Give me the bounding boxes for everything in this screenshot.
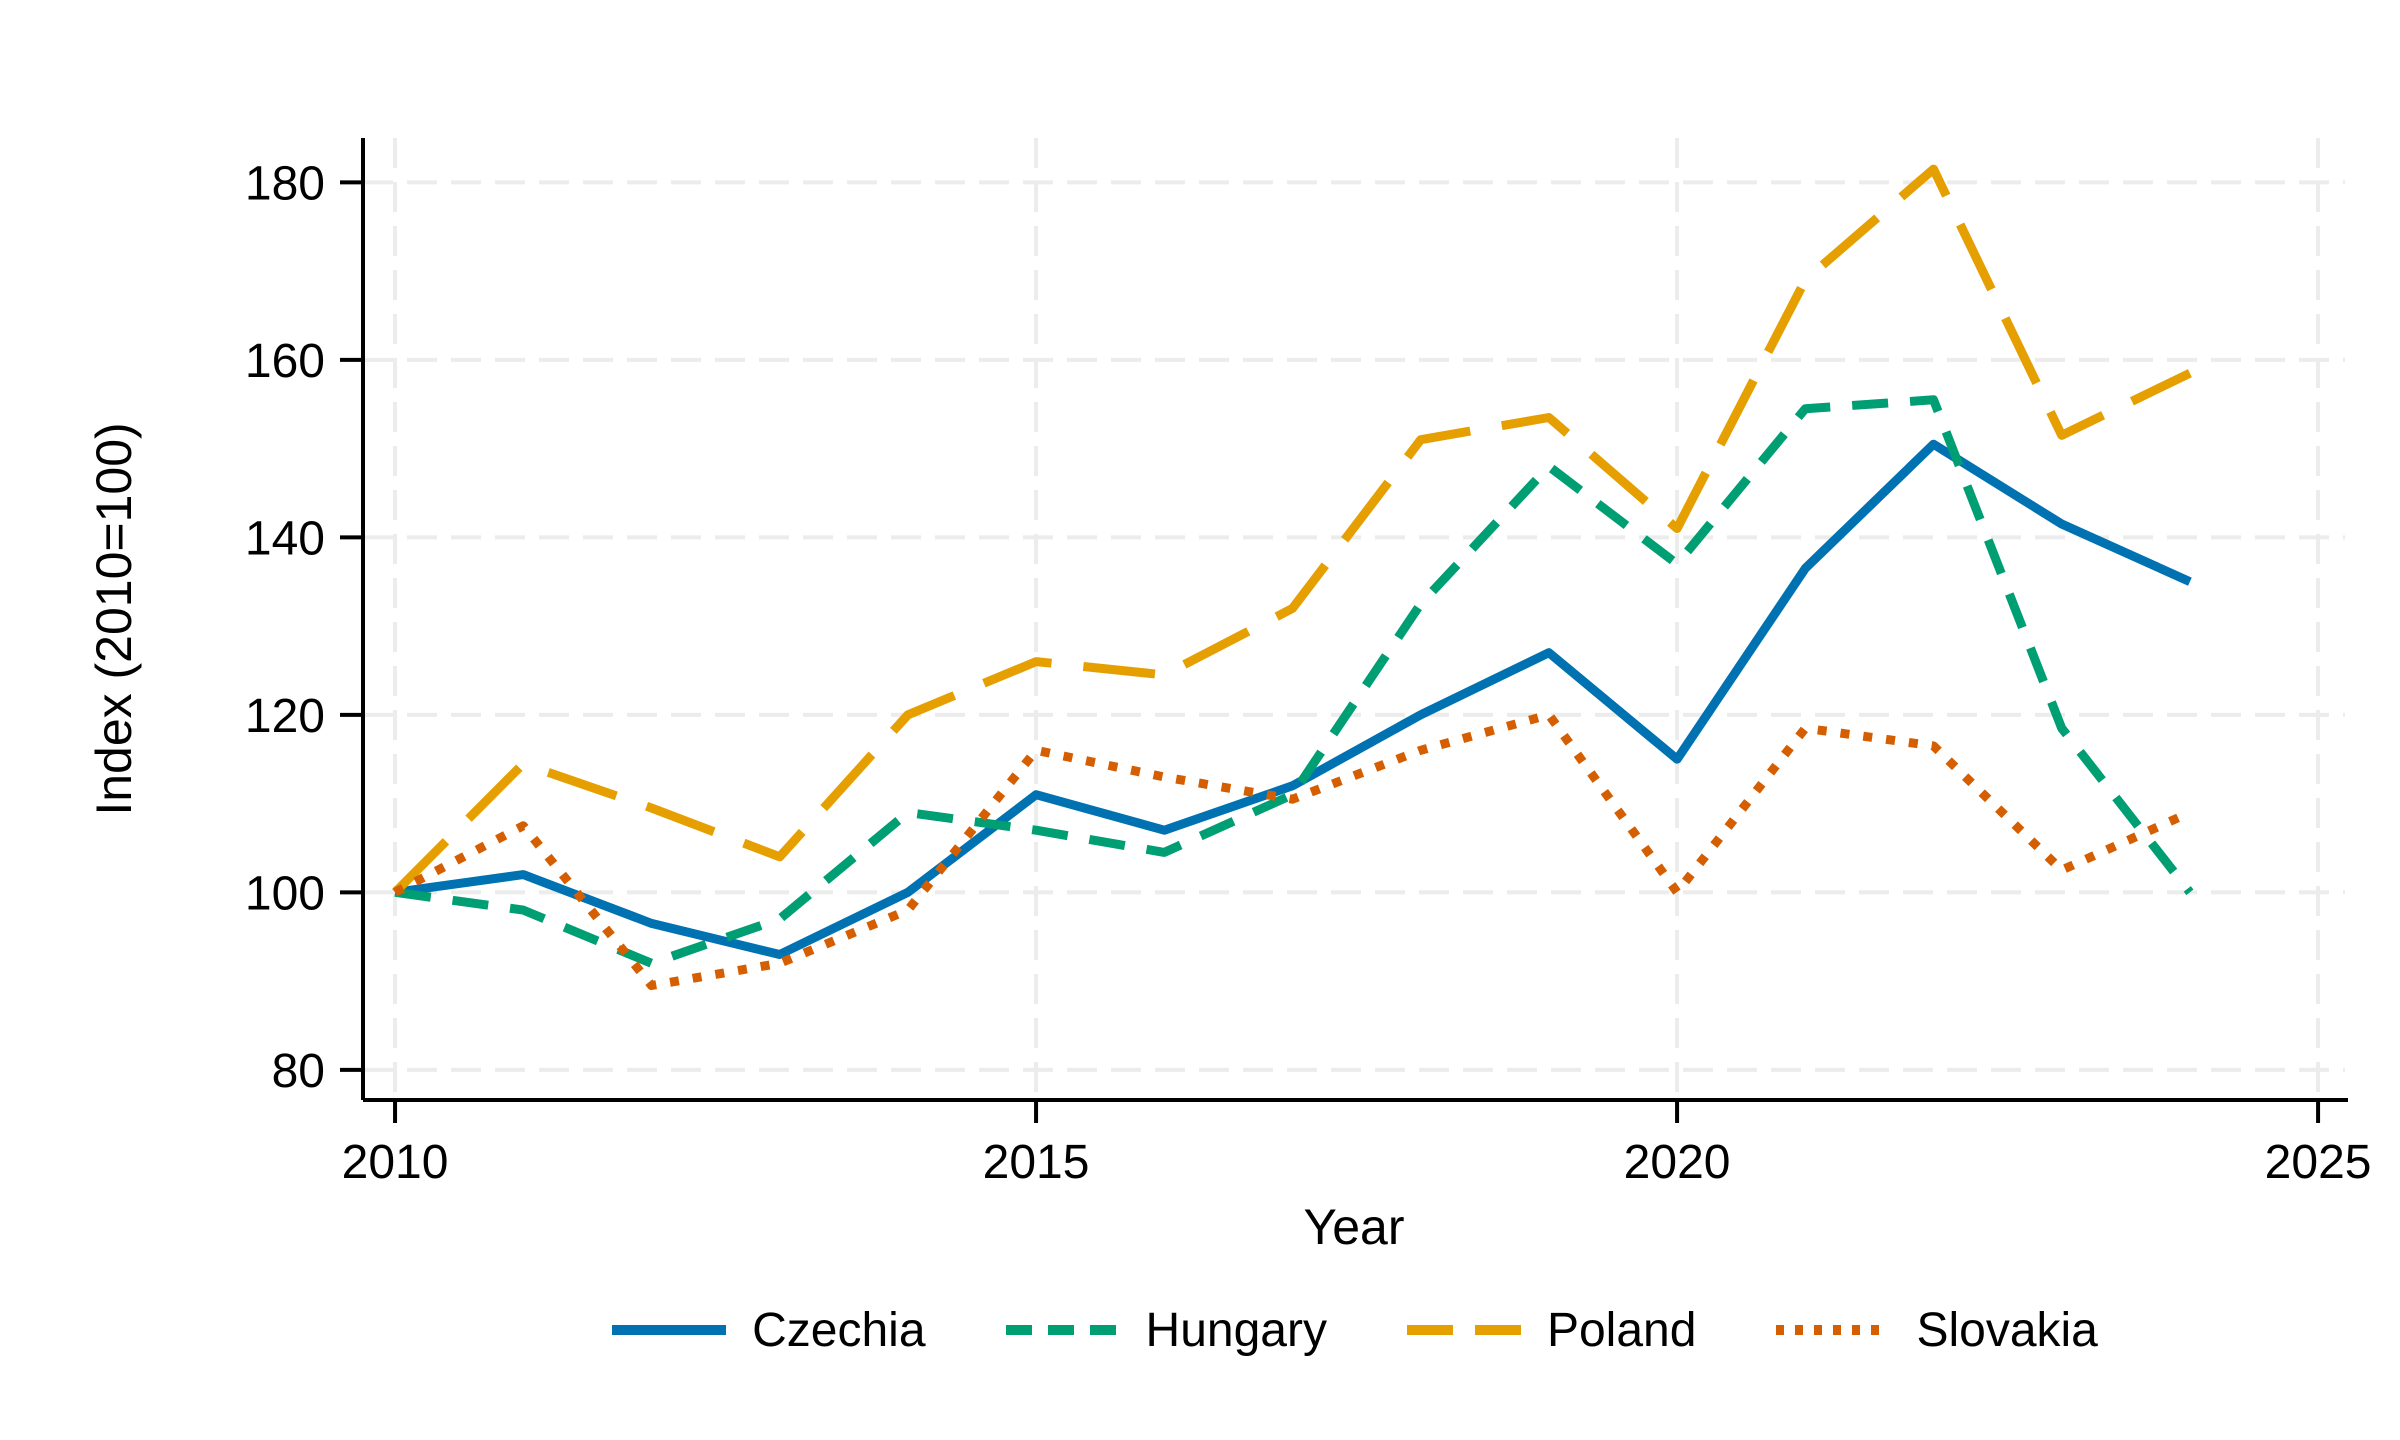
y-tick-label-120: 120 xyxy=(245,690,325,743)
legend-swatch-hungary-icon xyxy=(1005,1325,1120,1335)
y-tick-label-140: 140 xyxy=(245,512,325,565)
gridlines xyxy=(363,138,2345,1100)
tick-labels: 80 100 120 140 160 180 2010 2015 2020 2025 xyxy=(245,157,2372,1189)
x-axis-title: Year xyxy=(1303,1199,1404,1255)
legend-swatch-slovakia-icon xyxy=(1776,1325,1891,1335)
axes xyxy=(340,138,2348,1123)
legend-swatch-poland-icon xyxy=(1406,1325,1521,1335)
series-line-hungary xyxy=(394,395,2194,968)
legend-item-czechia: Czechia xyxy=(610,1303,926,1358)
legend-label-slovakia: Slovakia xyxy=(1916,1303,2098,1357)
y-axis-title: Index (2010=100) xyxy=(86,422,142,815)
x-tick-label-2025: 2025 xyxy=(2265,1136,2372,1189)
x-tick-label-2020: 2020 xyxy=(1624,1136,1731,1189)
legend-item-slovakia: Slovakia xyxy=(1774,1303,2098,1358)
y-tick-label-160: 160 xyxy=(245,335,325,388)
legend-label-poland: Poland xyxy=(1546,1303,1697,1357)
series-line-poland xyxy=(391,164,2192,896)
legend-label-hungary: Hungary xyxy=(1145,1303,1327,1357)
legend-label-czechia: Czechia xyxy=(752,1303,926,1357)
y-tick-label-180: 180 xyxy=(245,157,325,210)
x-tick-label-2010: 2010 xyxy=(342,1136,449,1189)
legend-item-poland: Poland xyxy=(1405,1303,1696,1358)
legend-item-hungary: Hungary xyxy=(1004,1303,1327,1358)
series-line-slovakia xyxy=(393,710,2192,990)
series-line-czechia xyxy=(394,439,2192,959)
y-tick-label-100: 100 xyxy=(245,867,325,920)
x-tick-label-2015: 2015 xyxy=(983,1136,1090,1189)
legend-swatch-czechia-icon xyxy=(612,1325,727,1335)
y-tick-label-80: 80 xyxy=(272,1045,325,1098)
series-lines xyxy=(391,164,2194,990)
legend: Czechia Hungary Poland Slovakia xyxy=(363,1294,2345,1366)
